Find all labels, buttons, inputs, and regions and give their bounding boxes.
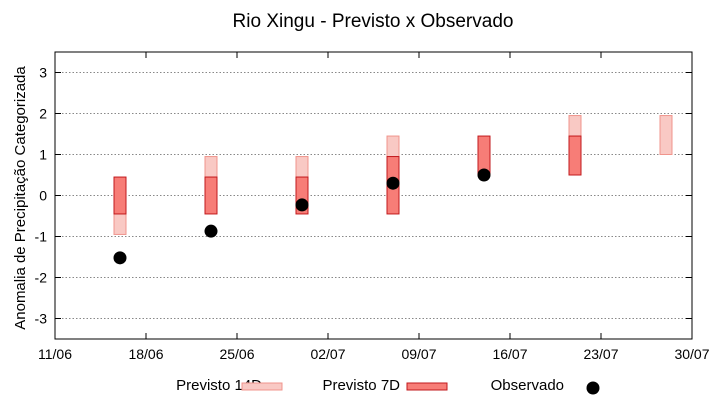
x-tick-label: 16/07 [492, 346, 527, 362]
y-tick-label: 2 [39, 106, 47, 122]
y-tick-label: -1 [35, 229, 48, 245]
bar-previsto-7d [113, 176, 127, 215]
series-layer [113, 115, 673, 265]
legend-label-previsto-7d: Previsto 7D [322, 377, 400, 394]
legend-swatch-previsto-14d [241, 382, 283, 391]
x-tick-label: 30/07 [674, 346, 709, 362]
bar-previsto-14d [386, 135, 400, 158]
y-tick-label: 1 [39, 147, 47, 163]
legend-marker-observado [586, 381, 600, 395]
legend-label-observado: Observado [491, 377, 564, 394]
x-tick-label: 25/06 [219, 346, 254, 362]
point-observado [386, 176, 400, 190]
y-tick-label: 3 [39, 65, 47, 81]
point-observado [113, 251, 127, 265]
legend: Previsto 14D Previsto 7D Observado [176, 377, 600, 395]
bar-previsto-14d [295, 156, 309, 178]
x-tick-label: 09/07 [401, 346, 436, 362]
x-tick-label: 11/06 [38, 346, 72, 362]
x-tick-label: 18/06 [128, 346, 163, 362]
point-observado [477, 168, 491, 182]
legend-label-previsto-14d: Previsto 14D [176, 377, 262, 394]
point-observado [295, 198, 309, 212]
grid-layer [55, 72, 692, 319]
y-tick-label: -3 [35, 311, 48, 327]
y-tick-label: 0 [39, 188, 47, 204]
bar-previsto-14d [204, 156, 218, 178]
axis-layer: 3 2 1 0 -1 -2 -3 11/06 18/06 25/06 02/07 09/07 16/07… [35, 52, 710, 362]
chart-title: Rio Xingu - Previsto x Observado [233, 11, 514, 32]
y-axis-label: Anomalia de Precipitação Categorizada [12, 66, 29, 330]
y-tick-label: -2 [35, 270, 48, 286]
bar-previsto-7d [204, 176, 218, 215]
bar-previsto-14d [659, 115, 673, 156]
bar-previsto-7d [568, 135, 582, 176]
legend-swatch-previsto-7d [406, 382, 448, 391]
x-tick-label: 23/07 [583, 346, 618, 362]
bar-previsto-14d [568, 115, 582, 137]
bar-previsto-14d [113, 213, 127, 235]
x-tick-label: 02/07 [310, 346, 345, 362]
point-observado [204, 224, 218, 238]
